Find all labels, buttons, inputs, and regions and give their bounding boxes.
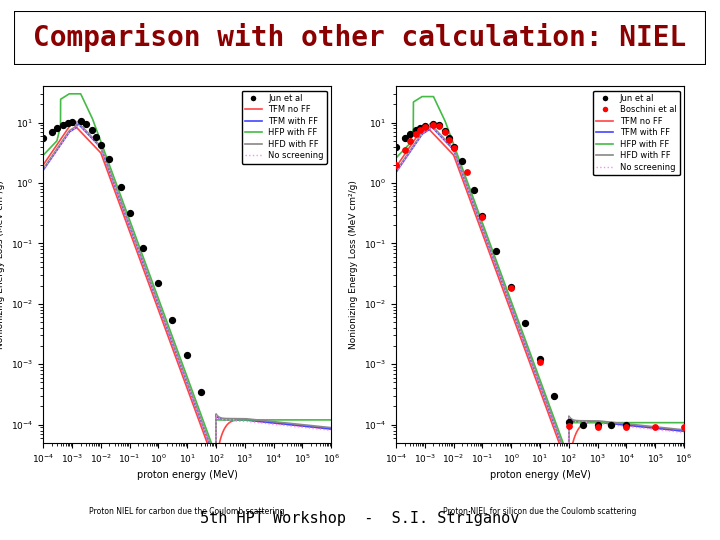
- Point: [621, 423, 632, 432]
- Point: [80, 120, 91, 129]
- Point: [456, 157, 468, 166]
- Point: [477, 213, 488, 222]
- Point: [592, 420, 603, 429]
- Text: Proton NIEL for carbon due the Coulomb scattering: Proton NIEL for carbon due the Coulomb s…: [89, 507, 285, 516]
- Text: 5th HPT Workshop  -  S.I. Striganov: 5th HPT Workshop - S.I. Striganov: [200, 511, 520, 526]
- Point: [115, 183, 127, 192]
- Point: [404, 130, 415, 138]
- FancyBboxPatch shape: [14, 11, 706, 65]
- Point: [649, 423, 661, 432]
- Point: [124, 208, 135, 217]
- Point: [415, 126, 426, 134]
- Point: [75, 117, 86, 126]
- Point: [37, 134, 49, 143]
- Y-axis label: Nonionizing Energy Loss (MeV cm²/g): Nonionizing Energy Loss (MeV cm²/g): [349, 180, 359, 349]
- Point: [505, 284, 517, 293]
- Point: [490, 246, 502, 255]
- Point: [410, 126, 422, 134]
- Y-axis label: Nonionizing Energy Loss (MeV cm²/g): Nonionizing Energy Loss (MeV cm²/g): [0, 180, 6, 349]
- Point: [419, 122, 431, 130]
- Point: [444, 136, 455, 144]
- Point: [433, 122, 444, 130]
- Legend: Jun et al, TFM no FF, TFM with FF, HFP with FF, HFD with FF, No screening: Jun et al, TFM no FF, TFM with FF, HFP w…: [241, 91, 327, 164]
- Point: [439, 127, 451, 136]
- Point: [419, 123, 431, 131]
- Point: [468, 185, 480, 194]
- Point: [428, 120, 439, 129]
- Point: [195, 388, 207, 396]
- Point: [448, 144, 459, 152]
- Point: [66, 118, 78, 126]
- X-axis label: proton energy (MeV): proton energy (MeV): [490, 470, 590, 481]
- Point: [534, 357, 546, 366]
- Point: [678, 423, 690, 432]
- Point: [399, 134, 410, 143]
- Point: [592, 423, 603, 432]
- Text: Proton NIEL for silicon due the Coulomb scattering: Proton NIEL for silicon due the Coulomb …: [444, 507, 636, 516]
- Point: [86, 126, 98, 134]
- Point: [563, 418, 575, 427]
- Point: [181, 351, 193, 360]
- Point: [439, 127, 451, 136]
- Point: [462, 168, 473, 177]
- Point: [390, 160, 402, 169]
- Point: [428, 120, 439, 129]
- Point: [138, 244, 149, 252]
- Point: [95, 141, 107, 150]
- Legend: Jun et al, Boschini et al, TFM no FF, TFM with FF, HFP with FF, HFD with FF, No : Jun et al, Boschini et al, TFM no FF, TF…: [593, 91, 680, 176]
- Point: [153, 279, 164, 287]
- Point: [91, 133, 102, 141]
- Point: [104, 154, 115, 163]
- Point: [577, 420, 588, 429]
- Point: [563, 422, 575, 430]
- Point: [410, 130, 422, 138]
- Point: [606, 420, 617, 429]
- Point: [404, 137, 415, 145]
- Point: [621, 420, 632, 429]
- Point: [448, 143, 459, 151]
- Point: [390, 143, 402, 151]
- X-axis label: proton energy (MeV): proton energy (MeV): [137, 470, 238, 481]
- Point: [399, 146, 410, 154]
- Point: [58, 121, 69, 130]
- Point: [548, 392, 559, 400]
- Point: [51, 124, 63, 133]
- Point: [46, 127, 58, 136]
- Point: [166, 315, 178, 324]
- Point: [433, 121, 444, 130]
- Point: [444, 134, 455, 143]
- Point: [62, 119, 73, 127]
- Point: [415, 124, 426, 132]
- Text: Comparison with other calculation: NIEL: Comparison with other calculation: NIEL: [33, 23, 687, 52]
- Point: [534, 355, 546, 364]
- Point: [519, 319, 531, 327]
- Point: [477, 211, 488, 220]
- Point: [505, 283, 517, 292]
